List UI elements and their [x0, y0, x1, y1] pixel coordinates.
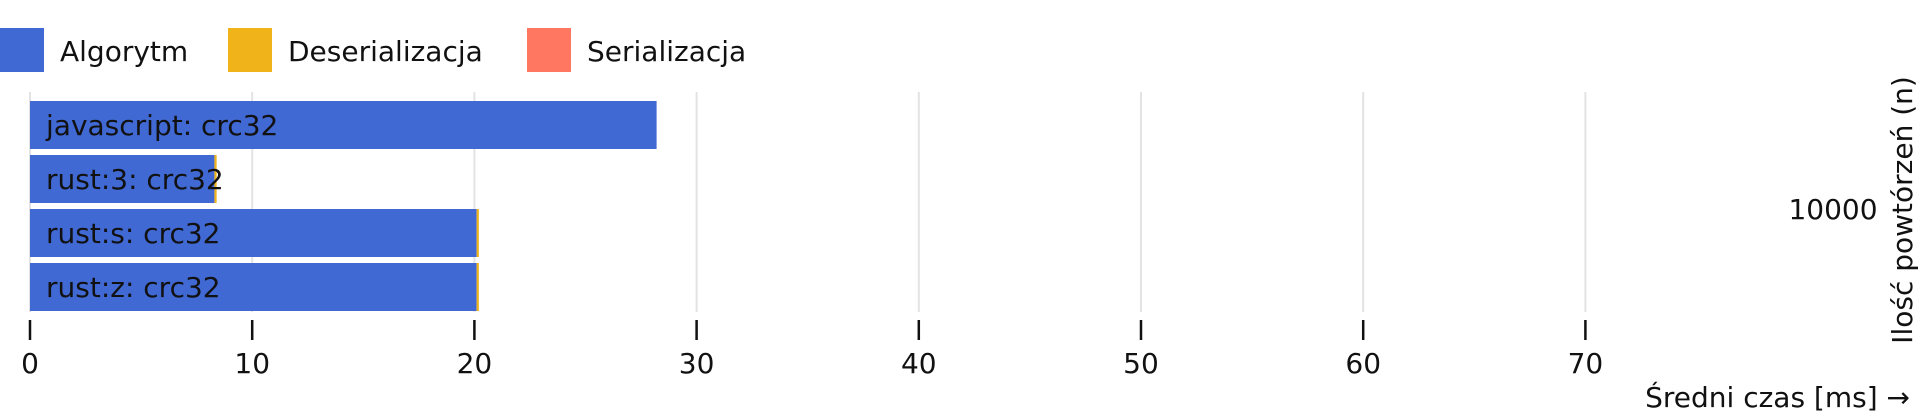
x-tick-label-30: 30	[679, 347, 715, 380]
bar-algorytm-2	[30, 155, 215, 203]
x-tick-label-20: 20	[457, 347, 493, 380]
bar-algorytm-3	[30, 209, 477, 257]
bar-deserializacja-2	[214, 155, 217, 203]
bar-deserializacja-3	[476, 209, 479, 257]
bar-label-4: rust:z: crc32	[46, 271, 221, 304]
bar-algorytm-4	[30, 263, 477, 311]
legend-swatch-algorytm	[0, 28, 44, 72]
x-tick-label-50: 50	[1123, 347, 1159, 380]
legend-swatch-deserializacja	[228, 28, 272, 72]
y-axis-title: Ilość powtórzeń (n)	[1886, 76, 1919, 344]
legend-label-algorytm: Algorytm	[60, 35, 188, 68]
x-tick-label-0: 0	[21, 347, 39, 380]
bars: javascript: crc32 rust:3: crc32 rust:s: cr…	[30, 101, 657, 311]
legend-label-deserializacja: Deserializacja	[288, 35, 483, 68]
bar-label-2: rust:3: crc32	[46, 163, 224, 196]
x-tick-label-10: 10	[234, 347, 270, 380]
group-label: 10000	[1788, 193, 1877, 226]
legend-swatch-serializacja	[527, 28, 571, 72]
x-axis: 0 10 20 30 40 50 60 70	[21, 319, 1604, 380]
bar-label-1: javascript: crc32	[45, 109, 278, 142]
x-tick-label-70: 70	[1568, 347, 1604, 380]
bar-label-3: rust:s: crc32	[46, 217, 221, 250]
bar-algorytm-1	[30, 101, 657, 149]
x-tick-label-40: 40	[901, 347, 937, 380]
legend-label-serializacja: Serializacja	[587, 35, 746, 68]
x-tick-label-60: 60	[1345, 347, 1381, 380]
bar-deserializacja-4	[476, 263, 479, 311]
legend: Algorytm Deserializacja Serializacja	[0, 28, 746, 72]
x-axis-title: Średni czas [ms] →	[1645, 380, 1910, 414]
